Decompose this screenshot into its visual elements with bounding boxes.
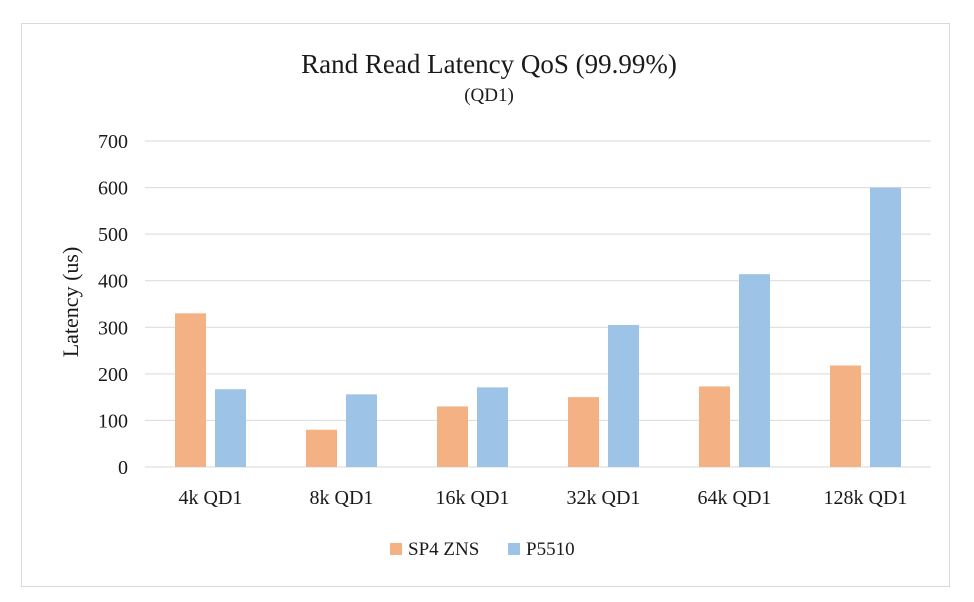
bar-sp4-zns <box>699 386 730 467</box>
x-tick-label: 128k QD1 <box>824 487 908 509</box>
chart-title: Rand Read Latency QoS (99.99%) <box>301 49 677 79</box>
legend: SP4 ZNS P5510 <box>390 539 575 560</box>
x-tick-label: 4k QD1 <box>179 487 243 509</box>
bar-p5510 <box>870 187 901 468</box>
bar-p5510 <box>739 274 770 467</box>
legend-label: SP4 ZNS <box>408 539 479 560</box>
chart-frame <box>21 23 950 587</box>
x-tick-label: 32k QD1 <box>567 487 641 509</box>
gridlines <box>145 140 931 468</box>
legend-swatch <box>508 543 520 555</box>
x-tick-labels: 4k QD1 8k QD1 16k QD1 32k QD1 64k QD1 128k QD… <box>179 487 908 509</box>
bar-sp4-zns <box>830 365 861 467</box>
x-tick-label: 8k QD1 <box>310 487 374 509</box>
y-axis-label: Latency (us) <box>58 247 83 358</box>
x-tick-label: 16k QD1 <box>436 487 510 509</box>
bar-sp4-zns <box>306 429 337 467</box>
legend-swatch <box>390 543 402 555</box>
chart-subtitle: (QD1) <box>464 85 514 106</box>
bars <box>175 187 901 468</box>
y-tick-label: 200 <box>98 364 128 386</box>
bar-p5510 <box>346 394 377 467</box>
y-tick-label: 700 <box>98 131 128 153</box>
y-tick-label: 600 <box>98 178 128 200</box>
bar-p5510 <box>477 387 508 467</box>
y-tick-label: 500 <box>98 224 128 246</box>
bar-sp4-zns <box>568 397 599 467</box>
y-tick-label: 400 <box>98 271 128 293</box>
bar-sp4-zns <box>175 313 206 467</box>
y-tick-label: 100 <box>98 410 128 432</box>
y-tick-label: 300 <box>98 317 128 339</box>
legend-label: P5510 <box>526 539 575 560</box>
y-tick-labels: 0 100 200 300 400 500 600 700 <box>98 131 128 479</box>
bar-p5510 <box>608 324 639 467</box>
bar-p5510 <box>215 389 246 467</box>
x-tick-label: 64k QD1 <box>698 487 772 509</box>
bar-sp4-zns <box>437 406 468 467</box>
y-tick-label: 0 <box>118 457 128 479</box>
